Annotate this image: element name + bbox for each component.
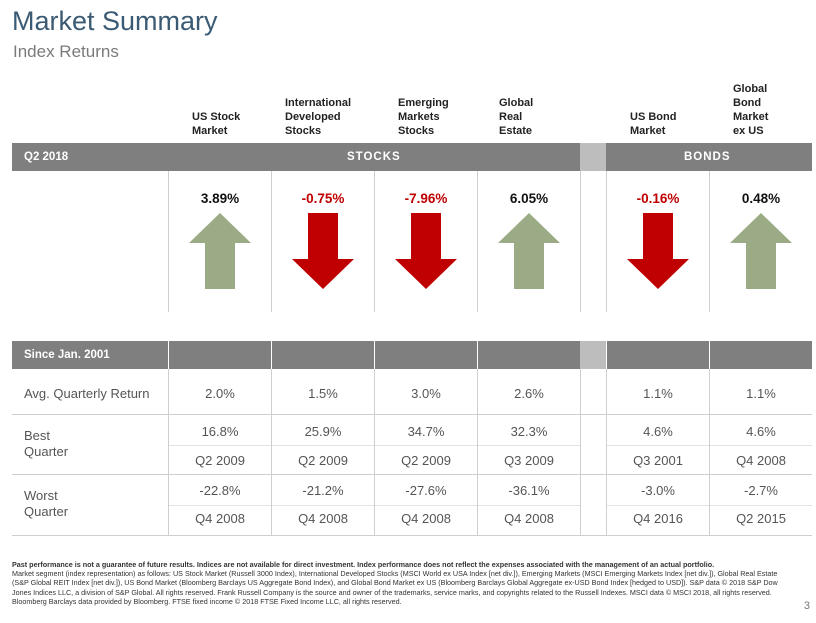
row-divider bbox=[12, 535, 812, 536]
quarter-return-global-real-estate: 6.05% bbox=[509, 191, 549, 206]
since-label: Since Jan. 2001 bbox=[24, 349, 110, 361]
row-label-best-quarter: Best Quarter bbox=[24, 428, 69, 459]
row-divider bbox=[12, 474, 812, 475]
divider bbox=[168, 369, 169, 535]
column-header-global-real-estate: Global Real Estate bbox=[499, 97, 534, 137]
worst-quarter-date: Q2 2015 bbox=[736, 511, 786, 526]
row-label-avg-quarterly-return: Avg. Quarterly Return bbox=[24, 386, 150, 401]
column-header-intl-developed: International Developed Stocks bbox=[285, 97, 352, 137]
footnote-text: Market segment (index representation) as… bbox=[12, 569, 778, 606]
since-header-cell bbox=[272, 341, 374, 369]
page-subtitle: Index Returns bbox=[13, 42, 119, 61]
quarter-period-label: Q2 2018 bbox=[24, 151, 69, 163]
best-quarter-value: 25.9% bbox=[304, 424, 342, 439]
footnote-disclaimer: Past performance is not a guarantee of f… bbox=[12, 560, 715, 569]
avg-return-value: 1.1% bbox=[746, 386, 776, 401]
divider bbox=[374, 369, 375, 535]
best-quarter-value: 32.3% bbox=[510, 424, 548, 439]
worst-quarter-value: -27.6% bbox=[405, 483, 447, 498]
avg-return-value: 2.0% bbox=[205, 386, 235, 401]
avg-return-value: 2.6% bbox=[514, 386, 544, 401]
worst-quarter-date: Q4 2016 bbox=[633, 511, 683, 526]
best-quarter-value: 34.7% bbox=[407, 424, 445, 439]
quarter-return-emerging: -7.96% bbox=[404, 191, 448, 206]
since-header-cell bbox=[169, 341, 271, 369]
avg-return-value: 1.5% bbox=[308, 386, 338, 401]
divider bbox=[271, 171, 272, 312]
worst-quarter-date: Q4 2008 bbox=[298, 511, 348, 526]
since-header-cell bbox=[375, 341, 477, 369]
since-header-cell bbox=[478, 341, 580, 369]
down-arrow-icon bbox=[292, 213, 354, 289]
since-header-bar: Since Jan. 2001 bbox=[12, 341, 168, 369]
avg-return-value: 3.0% bbox=[411, 386, 441, 401]
column-header-global-bond: Global Bond Market ex US bbox=[733, 83, 769, 137]
footnote: Past performance is not a guarantee of f… bbox=[12, 560, 782, 606]
worst-quarter-value: -22.8% bbox=[199, 483, 241, 498]
worst-quarter-value: -36.1% bbox=[508, 483, 550, 498]
best-quarter-date: Q2 2009 bbox=[401, 453, 451, 468]
divider bbox=[606, 171, 607, 312]
divider bbox=[709, 369, 710, 535]
divider bbox=[709, 171, 710, 312]
divider bbox=[477, 369, 478, 535]
divider bbox=[580, 171, 581, 312]
up-arrow-icon bbox=[498, 213, 560, 289]
page-number: 3 bbox=[803, 600, 810, 612]
divider bbox=[606, 369, 607, 535]
divider bbox=[580, 369, 581, 535]
down-arrow-icon bbox=[627, 213, 689, 289]
bonds-header-bar: BONDS bbox=[606, 143, 812, 171]
quarter-return-us-stock: 3.89% bbox=[200, 191, 240, 206]
column-header-us-bond: US Bond Market bbox=[630, 111, 677, 137]
quarter-return-us-bond: -0.16% bbox=[636, 191, 680, 206]
down-arrow-icon bbox=[395, 213, 457, 289]
worst-quarter-value: -21.2% bbox=[302, 483, 344, 498]
row-divider bbox=[12, 414, 812, 415]
worst-quarter-date: Q4 2008 bbox=[504, 511, 554, 526]
since-header-cell bbox=[710, 341, 812, 369]
divider bbox=[271, 369, 272, 535]
column-gap bbox=[580, 341, 606, 369]
divider bbox=[374, 171, 375, 312]
bonds-group-label: BONDS bbox=[684, 151, 731, 163]
best-quarter-value: 16.8% bbox=[201, 424, 239, 439]
best-quarter-date: Q2 2009 bbox=[298, 453, 348, 468]
up-arrow-icon bbox=[189, 213, 251, 289]
best-quarter-date: Q3 2001 bbox=[633, 453, 683, 468]
quarter-return-intl-developed: -0.75% bbox=[301, 191, 345, 206]
column-gap bbox=[581, 171, 606, 312]
best-quarter-date: Q4 2008 bbox=[736, 453, 786, 468]
worst-quarter-value: -2.7% bbox=[744, 483, 778, 498]
quarter-return-global-bond: 0.48% bbox=[741, 191, 781, 206]
column-header-us-stock: US Stock Market bbox=[192, 111, 241, 137]
divider bbox=[168, 171, 169, 312]
best-quarter-value: 4.6% bbox=[746, 424, 776, 439]
worst-quarter-value: -3.0% bbox=[641, 483, 675, 498]
avg-return-value: 1.1% bbox=[643, 386, 673, 401]
quarter-header-bar: Q2 2018 STOCKS bbox=[12, 143, 580, 171]
since-header-cell bbox=[607, 341, 709, 369]
divider bbox=[477, 171, 478, 312]
best-quarter-value: 4.6% bbox=[643, 424, 673, 439]
worst-quarter-date: Q4 2008 bbox=[401, 511, 451, 526]
up-arrow-icon bbox=[730, 213, 792, 289]
worst-quarter-date: Q4 2008 bbox=[195, 511, 245, 526]
column-gap bbox=[580, 143, 606, 171]
stocks-group-label: STOCKS bbox=[347, 151, 401, 163]
best-quarter-date: Q2 2009 bbox=[195, 453, 245, 468]
page-title: Market Summary bbox=[12, 6, 218, 36]
column-header-emerging: Emerging Markets Stocks bbox=[398, 97, 449, 137]
row-label-worst-quarter: Worst Quarter bbox=[24, 488, 69, 519]
best-quarter-date: Q3 2009 bbox=[504, 453, 554, 468]
